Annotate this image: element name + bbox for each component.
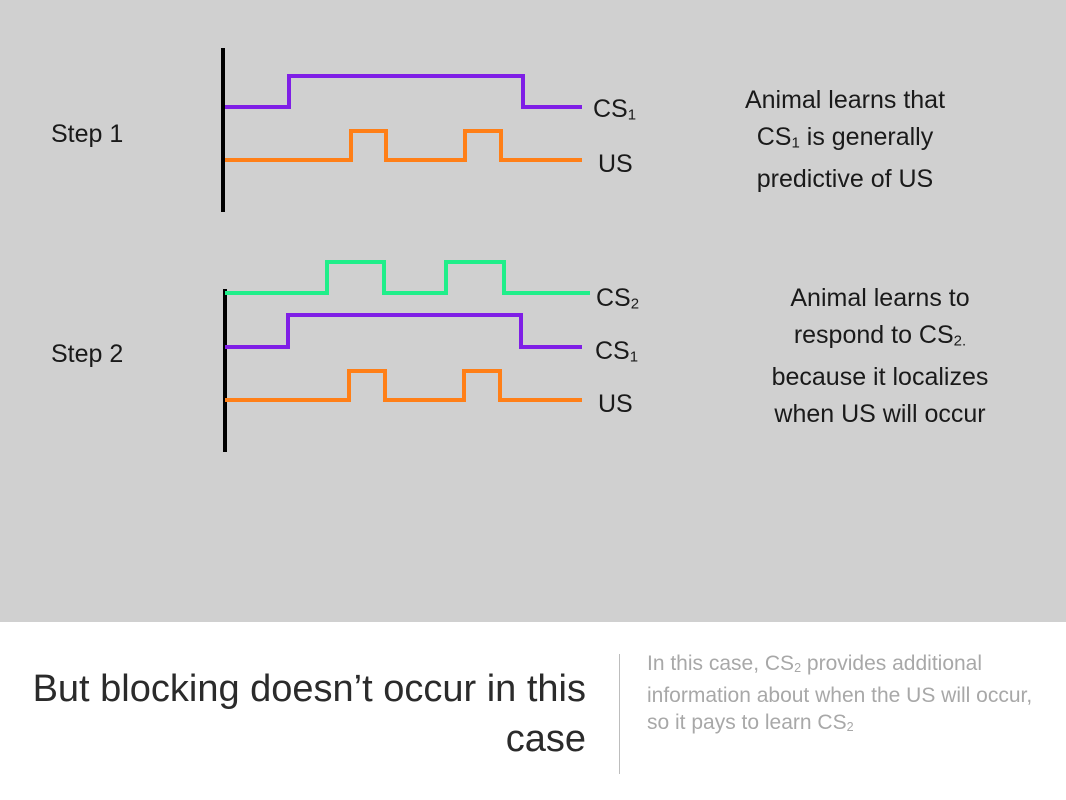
footer-divider [619,654,620,774]
diagram-panel: Step 1 CS1 US Animal learns that CS1 is … [0,0,1066,622]
step1-us-label: US [598,150,633,178]
step2-cs2-label: CS2 [596,284,640,313]
step1-us-trace [225,129,582,162]
step2-us-trace [225,369,582,402]
step1-cs1-label: CS1 [593,95,637,124]
step1-cs1-trace [225,74,582,109]
step1-note: Animal learns that CS1 is generally pred… [744,86,946,194]
step1-label: Step 1 [51,120,124,148]
step2-cs1-trace [225,313,582,349]
step2-note: Animal learns to respond to CS2. because… [771,284,989,429]
step2-cs1-label: CS1 [595,337,639,366]
step2-label: Step 2 [51,340,124,368]
slide-title: But blocking doesn’t occur in this case [32,668,586,760]
step2-us-label: US [598,390,633,418]
step2-cs2-trace [225,260,590,295]
footer: But blocking doesn’t occur in this case … [0,622,1066,800]
footer-text: In this case, CS2 provides additional in… [647,652,1033,734]
timing-diagram [221,48,590,452]
